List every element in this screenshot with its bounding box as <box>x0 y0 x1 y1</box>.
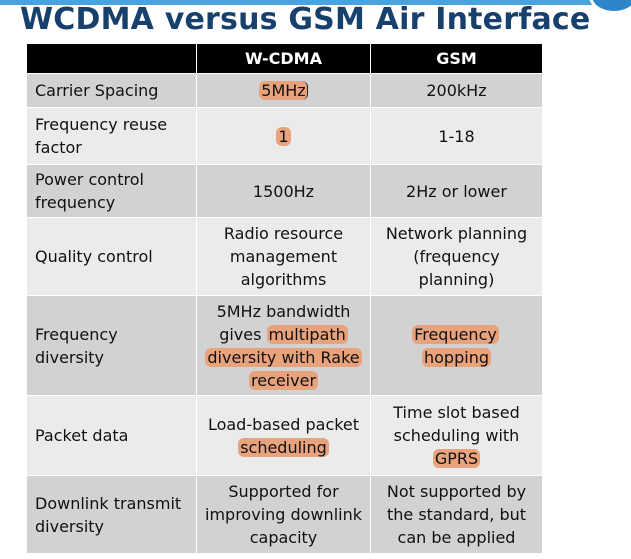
gsm-cell: 2Hz or lower <box>370 164 543 218</box>
row-label: Frequency reuse factor <box>26 107 197 165</box>
table-header-row: W-CDMA GSM <box>26 43 543 74</box>
top-accent-bar <box>0 0 631 5</box>
slide-title: WCDMA versus GSM Air Interface <box>20 2 591 37</box>
row-label: Downlink transmit diversity <box>26 475 197 554</box>
header-gsm: GSM <box>370 43 543 74</box>
table-row: Quality control Radio resource managemen… <box>26 217 543 296</box>
gsm-cell: Frequency hopping <box>370 295 543 396</box>
highlighted-text: 5MHz <box>259 81 308 100</box>
plain-text: Load-based packet <box>207 414 360 434</box>
highlighted-text: scheduling <box>238 437 329 457</box>
table-row: Power control frequency 1500Hz 2Hz or lo… <box>26 164 543 218</box>
plain-text: Time slot based scheduling with <box>393 403 520 445</box>
row-label: Frequency diversity <box>26 295 197 396</box>
table-row: Frequency diversity 5MHz bandwidth gives… <box>26 295 543 396</box>
wcdma-cell: 5MHz bandwidth gives multipath diversity… <box>196 295 371 396</box>
header-wcdma: W-CDMA <box>196 43 371 74</box>
highlighted-text: Frequency hopping <box>412 324 499 367</box>
table-row: Carrier Spacing 5MHz 200kHz <box>26 73 543 108</box>
wcdma-cell: 1500Hz <box>196 164 371 218</box>
gsm-cell: Network planning (frequency planning) <box>370 217 543 296</box>
gsm-cell: Not supported by the standard, but can b… <box>370 475 543 554</box>
highlighted-text: GPRS <box>432 449 481 468</box>
row-label: Carrier Spacing <box>26 73 197 108</box>
wcdma-cell: Supported for improving downlink capacit… <box>196 475 371 554</box>
gsm-cell: 1-18 <box>370 107 543 165</box>
wcdma-cell[interactable]: 5MHz <box>196 73 371 108</box>
gsm-cell: Time slot based scheduling with GPRS <box>370 395 543 476</box>
gsm-cell: 200kHz <box>370 73 543 108</box>
wcdma-cell: 1 <box>196 107 371 165</box>
row-label: Packet data <box>26 395 197 476</box>
table-row: Downlink transmit diversity Supported fo… <box>26 475 543 554</box>
row-label: Quality control <box>26 217 197 296</box>
table-row: Packet data Load-based packet scheduling… <box>26 395 543 476</box>
header-empty <box>26 43 197 74</box>
table-row: Frequency reuse factor 1 1-18 <box>26 107 543 165</box>
corner-logo <box>589 0 631 14</box>
comparison-table: W-CDMA GSM Carrier Spacing 5MHz 200kHz F… <box>26 43 543 554</box>
highlighted-text: 1 <box>276 126 291 146</box>
wcdma-cell: Load-based packet scheduling <box>196 395 371 476</box>
plain-text: 5MHz bandwidth gives <box>216 301 351 344</box>
row-label: Power control frequency <box>26 164 197 218</box>
wcdma-cell: Radio resource management algorithms <box>196 217 371 296</box>
